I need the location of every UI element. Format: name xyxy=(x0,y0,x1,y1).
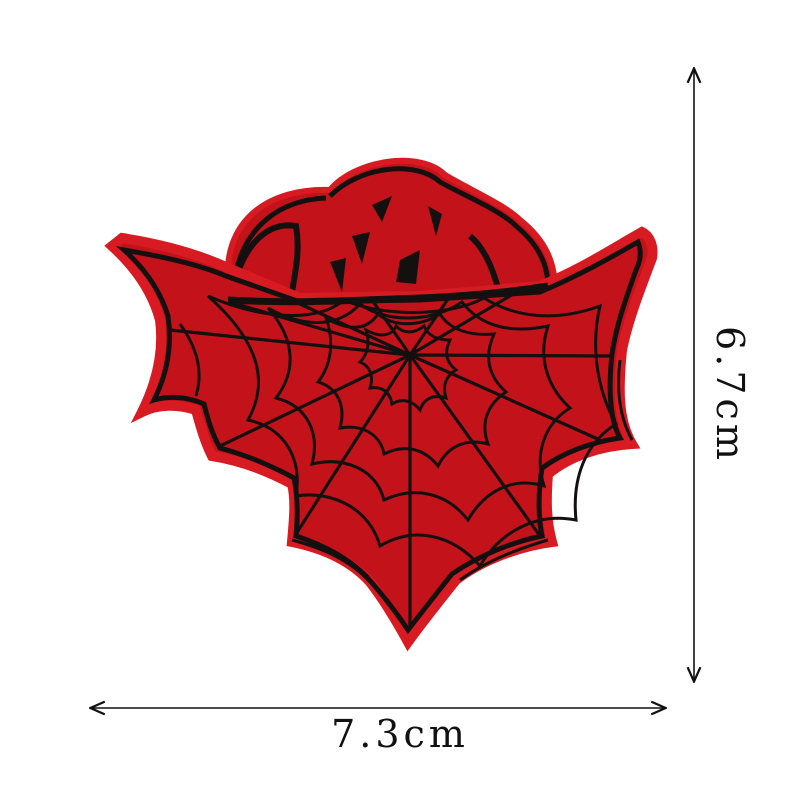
width-label: 7.3cm xyxy=(331,712,469,756)
spider-body-marks xyxy=(330,196,442,292)
spider-head xyxy=(225,157,559,304)
web-wings xyxy=(104,226,658,652)
spider-leg-left xyxy=(235,222,301,293)
height-label: 6.7cm xyxy=(708,326,752,464)
web-rings xyxy=(178,294,634,584)
spider-head-outline xyxy=(233,166,551,289)
web-top-band xyxy=(227,282,549,306)
web-wings-outline xyxy=(115,238,643,635)
spiderweb-bat-patch-icon xyxy=(104,157,658,652)
